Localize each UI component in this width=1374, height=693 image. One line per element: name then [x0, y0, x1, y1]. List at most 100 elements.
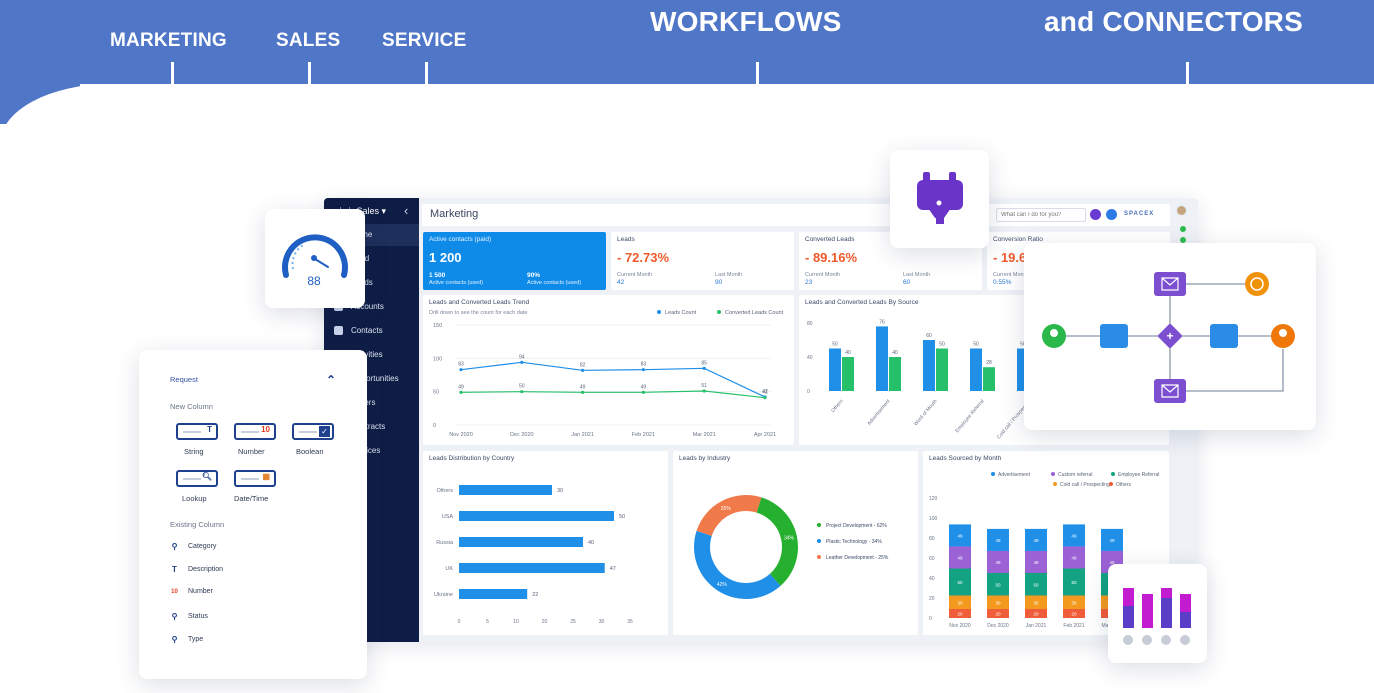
legend-label: Cold call / Prospecting — [1060, 482, 1110, 488]
chart-title: Leads and Converted Leads By Source — [805, 299, 919, 306]
svg-text:+: + — [1166, 329, 1173, 343]
search-icon: ⚲ — [171, 612, 178, 621]
data-label: 50 — [973, 342, 979, 348]
x-tick-label: 5 — [486, 619, 489, 625]
x-tick-label: 25 — [570, 619, 576, 625]
slice-label: 25% — [721, 506, 732, 512]
number-type-button[interactable]: 10 — [234, 423, 276, 440]
tick-marker — [308, 62, 311, 84]
number-type-mark: 10 — [261, 425, 270, 434]
series-line-leads — [460, 361, 766, 398]
x-tick-label: Feb 2021 — [632, 432, 655, 438]
report-builder-card — [1108, 564, 1207, 663]
checkbox-icon: ✓ — [319, 426, 330, 437]
industry-donut-chart: 34% 42% 25% Project Development - 62% Plasti… — [694, 495, 889, 599]
tick-marker — [756, 62, 759, 84]
stack-segment — [987, 595, 1009, 609]
legend-swatch — [817, 539, 821, 543]
string-type-button[interactable]: T — [176, 423, 218, 440]
existing-column-item[interactable]: T Description — [170, 565, 223, 574]
existing-column-label: Number — [188, 588, 213, 595]
workflow-card: + — [1024, 243, 1316, 430]
legend-label: Leads Count — [665, 310, 697, 316]
data-label: 83 — [641, 362, 647, 368]
stack-segment — [1025, 528, 1047, 551]
category-label: USA — [442, 514, 454, 520]
data-label: 76 — [879, 319, 885, 325]
kpi-sub-label: Active contacts (used) — [527, 280, 582, 286]
stack-segment — [1063, 546, 1085, 569]
legend-label: Project Development - 62% — [826, 523, 887, 529]
stack-segment — [949, 609, 971, 618]
legend-label: Advertisement — [998, 472, 1031, 478]
window-task-icon[interactable] — [1210, 324, 1238, 348]
search-icon: ⚲ — [171, 635, 178, 644]
bar-converted — [983, 367, 995, 391]
lookup-type-button[interactable]: 🔍︎ — [176, 470, 218, 487]
chart-subtitle: Drill down to see the count for each dat… — [429, 310, 528, 316]
kpi-card-active-contacts[interactable]: Active contacts (paid) 1 200 1 500 Activ… — [423, 232, 606, 290]
data-label: 50 — [1020, 342, 1026, 348]
segment-label: 49 — [1109, 560, 1115, 565]
month-stacked-chart: Advertisement Custom referral Employee Ref… — [929, 472, 1159, 629]
command-input[interactable] — [996, 208, 1086, 222]
collapse-icon[interactable]: ‹ — [404, 203, 409, 218]
kpi-sub-label: Current Month — [617, 272, 653, 278]
segment-label: 49 — [957, 533, 963, 538]
stack-segment — [1063, 595, 1085, 609]
status-dot-icon[interactable] — [1180, 237, 1186, 243]
category-label: UK — [445, 566, 453, 572]
country-chart-card: Leads Distribution by Country Others 30 US… — [423, 451, 668, 635]
data-label: 41 — [762, 390, 768, 396]
kpi-sub-label: Current Month — [993, 272, 1029, 278]
chart-title: Leads Distribution by Country — [429, 455, 515, 462]
data-label: 50 — [832, 342, 838, 348]
mail-icon[interactable] — [1154, 272, 1186, 296]
y-tick-label: 100 — [433, 356, 442, 362]
data-point — [641, 368, 645, 372]
type-label: Lookup — [182, 494, 207, 503]
category-label: Ukraine — [434, 592, 453, 598]
speedometer-icon: 88 — [282, 234, 348, 288]
kpi-card-leads[interactable]: Leads - 72.73% Current Month 42 Last Mon… — [611, 232, 794, 290]
existing-column-item[interactable]: 10 Number — [170, 588, 213, 595]
existing-column-item[interactable]: ⚲ Category — [170, 542, 217, 551]
avatar[interactable] — [1175, 204, 1188, 217]
text-type-icon: T — [172, 565, 177, 574]
data-label: 40 — [892, 350, 898, 356]
parallel-gateway-icon[interactable] — [1157, 323, 1182, 348]
x-tick-label: Dec 2020 — [987, 623, 1009, 629]
boolean-type-button[interactable]: ✓ — [292, 423, 334, 440]
add-icon[interactable] — [1106, 209, 1117, 220]
existing-column-item[interactable]: ⚲ Status — [170, 612, 208, 621]
play-icon[interactable] — [1090, 209, 1101, 220]
kpi-title: Conversion Ratio — [993, 236, 1043, 243]
data-point — [702, 389, 706, 393]
existing-column-item[interactable]: ⚲ Type — [170, 635, 204, 644]
mail-icon[interactable] — [1154, 379, 1186, 403]
segment-label: 50 — [995, 582, 1001, 587]
legend-swatch — [717, 310, 721, 314]
calendar-icon: ▦ — [262, 472, 270, 481]
x-tick-label: Jan 2021 — [571, 432, 594, 438]
timer-icon[interactable] — [1245, 272, 1269, 296]
contacts-icon — [334, 326, 343, 335]
segment-label: 20 — [1071, 612, 1077, 617]
sidebar-item-contacts[interactable]: Contacts — [334, 326, 383, 335]
y-tick-label: 120 — [929, 496, 938, 502]
data-label: 50 — [619, 514, 625, 520]
segment-label: 49 — [1071, 555, 1077, 560]
sidebar-item-label: Contacts — [351, 326, 383, 335]
datetime-type-button[interactable]: ▦ — [234, 470, 276, 487]
x-tick-label: 35 — [627, 619, 633, 625]
sidebar-section-label: Sales — [356, 206, 380, 216]
brand-logo: SPACEX — [1124, 211, 1155, 217]
status-dot-icon[interactable] — [1180, 226, 1186, 232]
data-label: 40 — [588, 540, 594, 546]
collapse-chevron-icon[interactable]: ⌃ — [326, 373, 337, 387]
sidebar-item-label: Contracts — [351, 422, 386, 431]
category-label: Others — [436, 488, 453, 494]
y-tick-label: 0 — [433, 423, 436, 429]
robot-process-icon[interactable] — [1100, 324, 1128, 348]
x-tick-label: 20 — [542, 619, 548, 625]
